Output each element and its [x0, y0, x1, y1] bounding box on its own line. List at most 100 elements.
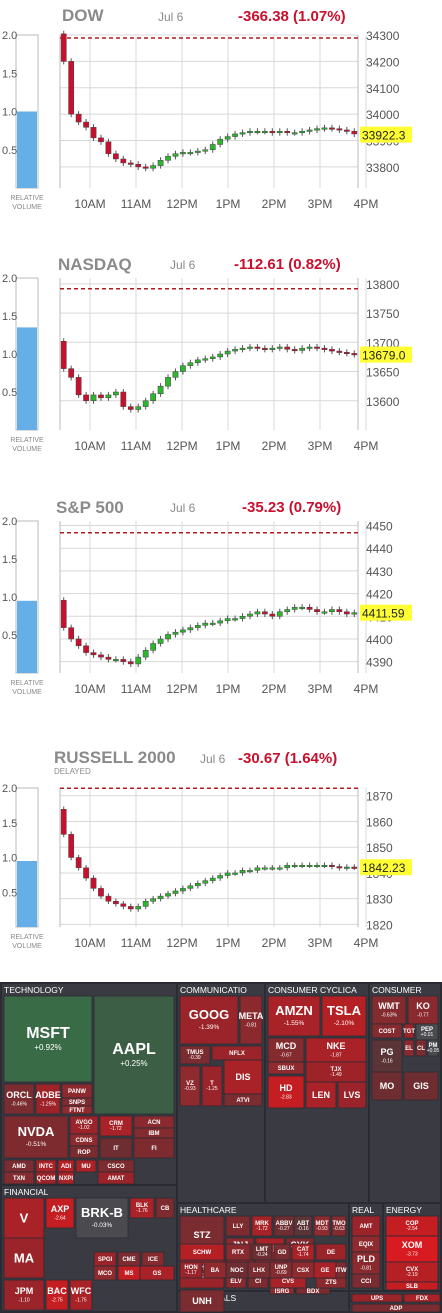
heatmap-tile[interactable]: GE — [313, 1261, 337, 1279]
heatmap-tile[interactable]: T-1.25 — [201, 1065, 223, 1107]
heatmap-tile[interactable]: TMO-0.63 — [331, 1215, 347, 1237]
heatmap-tile[interactable]: FTNT — [61, 1105, 93, 1115]
heatmap-tile[interactable]: NKE-1.87 — [305, 1037, 367, 1063]
heatmap-tile[interactable]: CRM-1.72 — [99, 1115, 133, 1137]
heatmap-tile[interactable]: MCD-0.67 — [267, 1037, 305, 1063]
heatmap-tile[interactable]: LMT-0.24 — [251, 1243, 273, 1261]
heatmap-tile[interactable]: LHX — [247, 1261, 271, 1279]
heatmap-tile[interactable]: TMUS-0.39 — [179, 1045, 211, 1065]
heatmap-tile[interactable]: TJX-1.49 — [305, 1061, 367, 1083]
heatmap-tile[interactable]: PANW — [61, 1083, 93, 1099]
dow-chart-panel[interactable]: 2.0 1.5 1.0 0.5 RELATIVE VOLUME 34300 34200 3410… — [0, 0, 442, 230]
heatmap-tile[interactable]: ADP — [351, 1303, 441, 1313]
heatmap-tile[interactable]: ACN — [133, 1115, 175, 1129]
heatmap-tile[interactable]: GS — [139, 1265, 175, 1281]
heatmap-tile[interactable]: CAT-1.74 — [291, 1243, 315, 1261]
heatmap-tile[interactable]: PEP+0.01 — [415, 1023, 439, 1041]
heatmap-tile[interactable]: SPGI — [93, 1251, 117, 1267]
heatmap-tile[interactable]: GIS — [403, 1071, 439, 1101]
heatmap-tile[interactable]: TXN — [3, 1171, 35, 1185]
heatmap-tile[interactable]: AMAT — [97, 1171, 135, 1185]
heatmap-tile[interactable]: SNPS — [61, 1097, 93, 1107]
heatmap-tile[interactable]: MA — [3, 1237, 45, 1279]
sector-heatmap[interactable]: TECHNOLOGY COMMUNICATIO CONSUMER CYCLICA CO… — [0, 982, 442, 1313]
heatmap-tile[interactable]: SLB — [385, 1281, 439, 1291]
heatmap-tile[interactable]: PLD-0.81 — [351, 1251, 381, 1275]
heatmap-tile[interactable]: ADBE-1.25% — [35, 1083, 61, 1115]
heatmap-tile[interactable]: ISRG — [269, 1287, 295, 1295]
heatmap-tile[interactable]: FI — [133, 1137, 175, 1159]
heatmap-tile[interactable]: BA — [203, 1261, 227, 1279]
heatmap-tile[interactable]: FDX — [403, 1293, 441, 1303]
heatmap-tile[interactable]: DIS — [223, 1059, 263, 1095]
heatmap-tile[interactable]: UNH — [179, 1289, 225, 1313]
heatmap-tile[interactable]: PM+0.05 — [427, 1039, 440, 1057]
heatmap-tile[interactable]: BLK-1.76 — [129, 1197, 155, 1219]
russell2000-chart-panel[interactable]: 2.0 1.5 1.0 0.5 RELATIVE VOLUME 1870 1860 1850 18… — [0, 740, 442, 970]
heatmap-tile[interactable]: MRK-1.72 — [251, 1215, 273, 1237]
heatmap-tile[interactable]: MS — [117, 1265, 141, 1281]
heatmap-tile[interactable]: AXP-2.64 — [45, 1197, 75, 1229]
heatmap-tile[interactable]: AVGO-1.02 — [69, 1115, 99, 1135]
heatmap-tile[interactable]: ICE — [141, 1251, 165, 1267]
heatmap-tile[interactable]: IT — [99, 1137, 133, 1159]
heatmap-tile[interactable]: CDNS — [69, 1133, 99, 1147]
heatmap-tile[interactable]: CCI — [351, 1273, 381, 1289]
heatmap-tile[interactable]: ABBV-0.27 — [273, 1215, 295, 1237]
nasdaq-chart-panel[interactable]: 2.0 1.5 1.0 0.5 RELATIVE VOLUME 13800 13750 1370… — [0, 250, 442, 480]
heatmap-tile[interactable]: V — [3, 1197, 45, 1239]
heatmap-tile[interactable]: PG-0.16 — [371, 1039, 403, 1073]
heatmap-tile[interactable]: ITW — [336, 1261, 347, 1279]
heatmap-tile[interactable]: MSFT+0.92% — [3, 995, 93, 1083]
heatmap-tile[interactable]: CSX — [291, 1261, 315, 1279]
heatmap-tile[interactable]: XOM-3.73 — [385, 1235, 439, 1263]
heatmap-tile[interactable]: IBM — [133, 1127, 175, 1139]
heatmap-tile[interactable]: EL — [403, 1039, 415, 1057]
heatmap-tile[interactable]: UPS — [351, 1293, 403, 1303]
heatmap-tile[interactable]: LVS — [337, 1081, 367, 1109]
heatmap-tile[interactable]: UNP-0.69 — [269, 1261, 293, 1279]
heatmap-tile[interactable]: MO — [371, 1071, 403, 1101]
heatmap-tile[interactable]: ZTS — [315, 1275, 347, 1289]
heatmap-tile[interactable]: NVDA -0.51% — [3, 1115, 69, 1159]
heatmap-tile[interactable]: NXPI — [57, 1171, 75, 1185]
heatmap-tile[interactable]: AMZN -1.55% — [267, 995, 321, 1037]
heatmap-tile[interactable]: TGT — [403, 1023, 415, 1039]
heatmap-tile[interactable]: GD — [273, 1243, 291, 1261]
heatmap-tile[interactable]: RTX — [225, 1243, 251, 1261]
heatmap-tile[interactable]: META-0.81 — [239, 995, 264, 1045]
heatmap-tile[interactable]: MU — [75, 1159, 97, 1173]
heatmap-tile[interactable]: JPM-1.10 — [3, 1279, 45, 1311]
heatmap-tile[interactable]: CB — [155, 1197, 175, 1219]
heatmap-tile[interactable]: ADI — [57, 1159, 75, 1173]
heatmap-tile[interactable]: CL — [415, 1039, 427, 1057]
heatmap-tile[interactable]: INTC — [35, 1159, 57, 1173]
heatmap-tile[interactable]: ATVI — [223, 1093, 263, 1107]
heatmap-tile[interactable]: BRK-B -0.03% — [75, 1197, 129, 1239]
heatmap-tile[interactable]: TSLA -2.10% — [321, 995, 367, 1037]
heatmap-tile[interactable]: AAPL+0.25% — [93, 995, 175, 1115]
heatmap-tile[interactable]: BAC-2.75 — [45, 1279, 69, 1311]
heatmap-tile[interactable]: MDT-0.93 — [313, 1215, 331, 1237]
heatmap-tile[interactable]: WFC-1.75 — [69, 1279, 93, 1311]
heatmap-tile[interactable]: WMT-0.63% — [371, 995, 407, 1025]
heatmap-tile[interactable]: COP-2.54 — [385, 1215, 439, 1237]
heatmap-tile[interactable]: CSCO — [97, 1159, 135, 1173]
heatmap-tile[interactable]: KO-0.77 — [407, 995, 439, 1025]
sp500-chart-panel[interactable]: 2.0 1.5 1.0 0.5 RELATIVE VOLUME 4450 4440 4430 44… — [0, 493, 442, 723]
heatmap-tile[interactable]: EQIX — [351, 1235, 381, 1253]
heatmap-tile[interactable]: CME — [117, 1251, 141, 1267]
heatmap-tile[interactable]: HD-2.83 — [267, 1075, 305, 1109]
heatmap-tile[interactable]: VZ-0.93 — [179, 1065, 201, 1107]
heatmap-tile[interactable]: BDX — [295, 1287, 331, 1295]
heatmap-tile[interactable]: ORCL-0.46% — [3, 1083, 35, 1115]
heatmap-tile[interactable]: ROP — [69, 1145, 99, 1159]
heatmap-tile[interactable]: DE — [315, 1243, 347, 1261]
heatmap-tile[interactable]: NOC — [225, 1261, 249, 1279]
heatmap-tile[interactable]: MCO — [93, 1265, 117, 1281]
heatmap-tile[interactable]: LEN — [305, 1081, 337, 1109]
heatmap-tile[interactable]: SBUX — [267, 1061, 305, 1075]
heatmap-tile[interactable]: AMD — [3, 1159, 35, 1173]
heatmap-tile[interactable]: NFLX — [211, 1045, 263, 1061]
heatmap-tile[interactable]: COST — [371, 1023, 403, 1039]
